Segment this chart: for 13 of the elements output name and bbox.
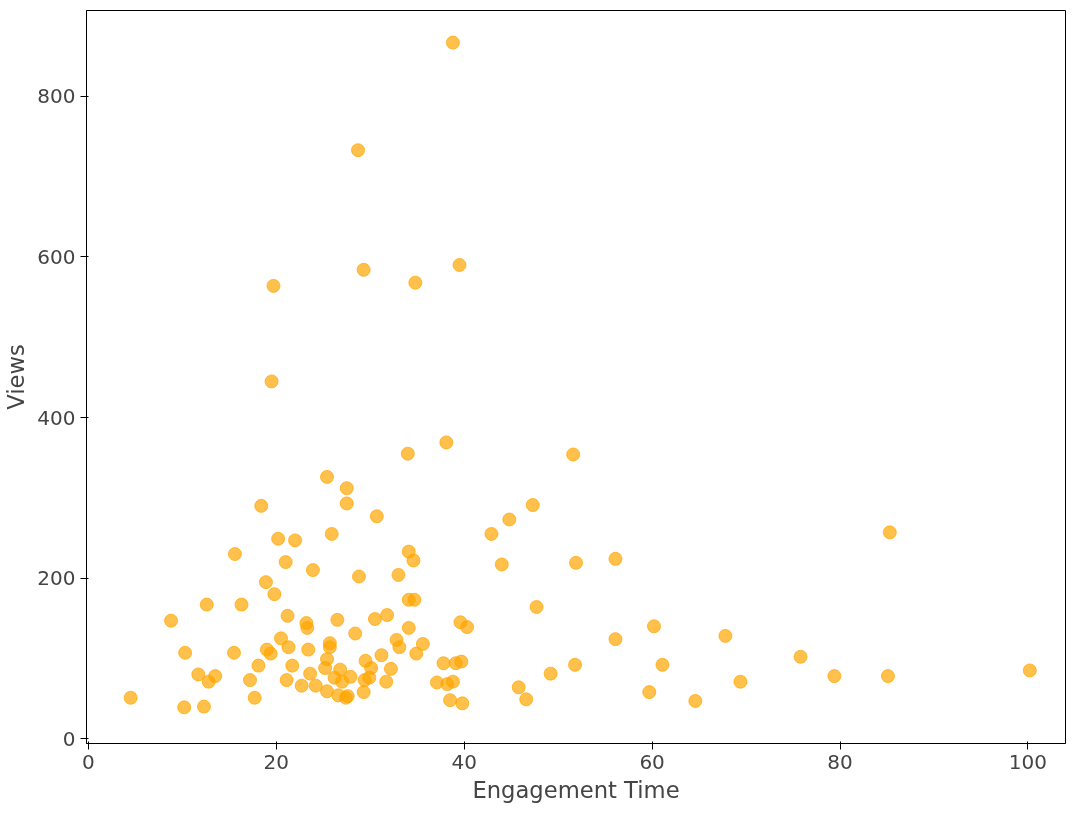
x-tick-label: 60 xyxy=(639,749,665,774)
x-tick-label: 0 xyxy=(82,749,95,774)
x-tick-label: 40 xyxy=(451,749,477,774)
x-axis-title: Engagement Time xyxy=(472,776,680,803)
y-tick-label: 200 xyxy=(37,566,76,591)
y-tick-label: 0 xyxy=(62,726,76,751)
y-tick-label: 800 xyxy=(37,84,76,109)
x-tick-label: 100 xyxy=(1008,749,1048,774)
y-tick-label: 400 xyxy=(37,405,76,430)
x-tick-label: 80 xyxy=(827,749,853,774)
y-axis-title: Views xyxy=(3,344,30,410)
y-tick-label: 600 xyxy=(37,244,76,269)
x-tick-label: 20 xyxy=(263,749,290,774)
